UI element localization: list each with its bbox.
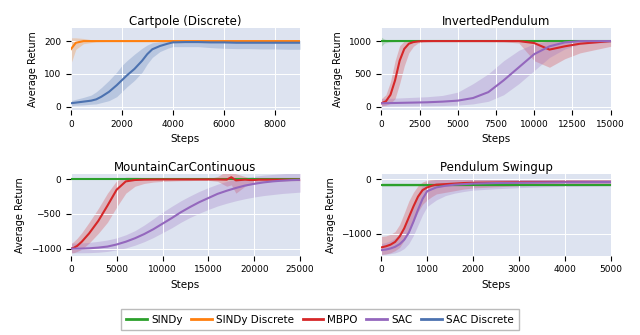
- Y-axis label: Average Return: Average Return: [28, 31, 38, 107]
- X-axis label: Steps: Steps: [481, 280, 511, 290]
- Title: InvertedPendulum: InvertedPendulum: [442, 15, 550, 28]
- X-axis label: Steps: Steps: [481, 134, 511, 144]
- X-axis label: Steps: Steps: [171, 280, 200, 290]
- Y-axis label: Average Return: Average Return: [326, 177, 335, 253]
- Y-axis label: Average Return: Average Return: [333, 31, 343, 107]
- X-axis label: Steps: Steps: [171, 134, 200, 144]
- Legend: SINDy, SINDy Discrete, MBPO, SAC, SAC Discrete: SINDy, SINDy Discrete, MBPO, SAC, SAC Di…: [121, 310, 519, 330]
- Title: Pendulum Swingup: Pendulum Swingup: [440, 161, 552, 174]
- Title: Cartpole (Discrete): Cartpole (Discrete): [129, 15, 242, 28]
- Y-axis label: Average Return: Average Return: [15, 177, 25, 253]
- Title: MountainCarContinuous: MountainCarContinuous: [115, 161, 257, 174]
